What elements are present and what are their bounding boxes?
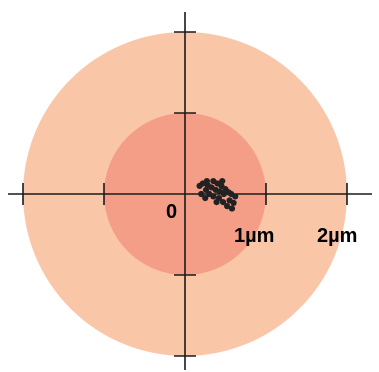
data-point <box>232 193 239 200</box>
tick-label-2: 2µm <box>317 225 357 247</box>
data-point <box>224 203 231 210</box>
tick-label-1: 1µm <box>234 225 274 247</box>
data-point <box>219 177 226 185</box>
data-point <box>210 193 217 200</box>
data-point <box>219 199 227 206</box>
labels-layer: 0 1µm 2µm <box>166 201 357 247</box>
data-point <box>213 199 220 206</box>
data-point <box>230 199 237 207</box>
ticks-layer <box>22 31 348 357</box>
data-point <box>202 194 209 202</box>
origin-label: 0 <box>166 201 177 223</box>
data-point <box>228 205 236 212</box>
axes-layer <box>8 12 372 370</box>
data-point <box>225 189 232 196</box>
data-point <box>220 190 227 198</box>
data-point <box>203 177 210 185</box>
points-layer <box>196 177 239 212</box>
data-point <box>198 190 205 198</box>
